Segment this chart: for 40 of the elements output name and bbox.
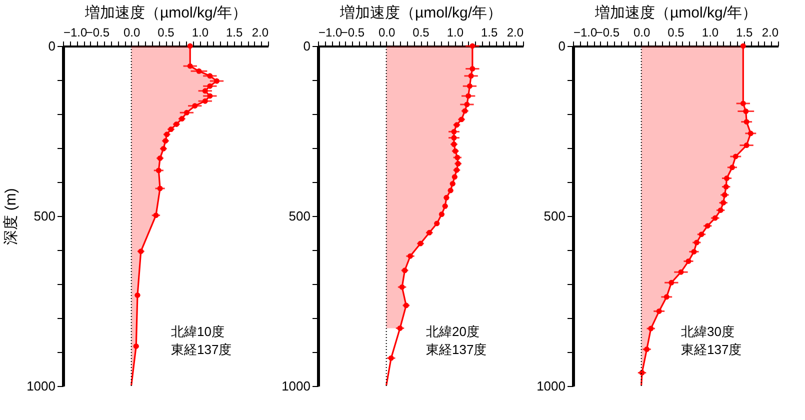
x-tick-label: −0.5 bbox=[340, 26, 365, 40]
x-axis-title: 増加速度（µmol/kg/年） bbox=[339, 4, 502, 22]
x-tick-label: −0.5 bbox=[86, 26, 110, 40]
x-tick-label: 1.0 bbox=[702, 26, 719, 40]
y-tick-label: 1000 bbox=[26, 378, 56, 394]
x-tick-label: −1.0 bbox=[574, 26, 598, 40]
y-tick-label: 1000 bbox=[282, 378, 310, 394]
x-tick-label: 0.0 bbox=[633, 26, 650, 40]
annotation: 北緯30度 bbox=[681, 324, 734, 339]
x-tick-label: −1.0 bbox=[318, 26, 343, 40]
x-axis-title: 増加速度（µmol/kg/年） bbox=[84, 4, 247, 22]
x-tick-label: 2.0 bbox=[252, 26, 269, 40]
x-tick-label: −1.0 bbox=[64, 26, 88, 40]
annotation: 北緯20度 bbox=[426, 324, 480, 339]
y-tick-label: 500 bbox=[544, 208, 566, 224]
y-tick-label: 500 bbox=[288, 208, 310, 224]
x-tick-label: 1.0 bbox=[446, 26, 464, 40]
x-tick-label: 0.5 bbox=[668, 26, 685, 40]
x-tick-label: 1.5 bbox=[736, 26, 753, 40]
x-tick-label: −0.5 bbox=[596, 26, 620, 40]
x-tick-label: 0.0 bbox=[123, 26, 140, 40]
x-tick-label: 2.0 bbox=[506, 26, 524, 40]
annotation: 東経137度 bbox=[681, 342, 742, 357]
annotation: 北緯10度 bbox=[171, 324, 224, 339]
annotation: 東経137度 bbox=[171, 342, 232, 357]
y-tick-label: 0 bbox=[48, 38, 56, 54]
x-tick-label: 1.5 bbox=[480, 26, 498, 40]
y-tick-label: 0 bbox=[558, 38, 566, 54]
x-tick-label: 0.5 bbox=[158, 26, 175, 40]
x-tick-label: 0.0 bbox=[378, 26, 396, 40]
x-tick-label: 1.5 bbox=[226, 26, 243, 40]
annotation: 東経137度 bbox=[426, 342, 487, 357]
y-axis-title: 深度 (m) bbox=[2, 188, 20, 245]
y-tick-label: 0 bbox=[303, 38, 310, 54]
x-tick-label: 1.0 bbox=[192, 26, 209, 40]
x-axis-title: 増加速度（µmol/kg/年） bbox=[594, 4, 757, 22]
x-tick-label: 0.5 bbox=[412, 26, 430, 40]
y-tick-label: 500 bbox=[34, 208, 56, 224]
x-tick-label: 2.0 bbox=[762, 26, 779, 40]
y-tick-label: 1000 bbox=[536, 378, 566, 394]
